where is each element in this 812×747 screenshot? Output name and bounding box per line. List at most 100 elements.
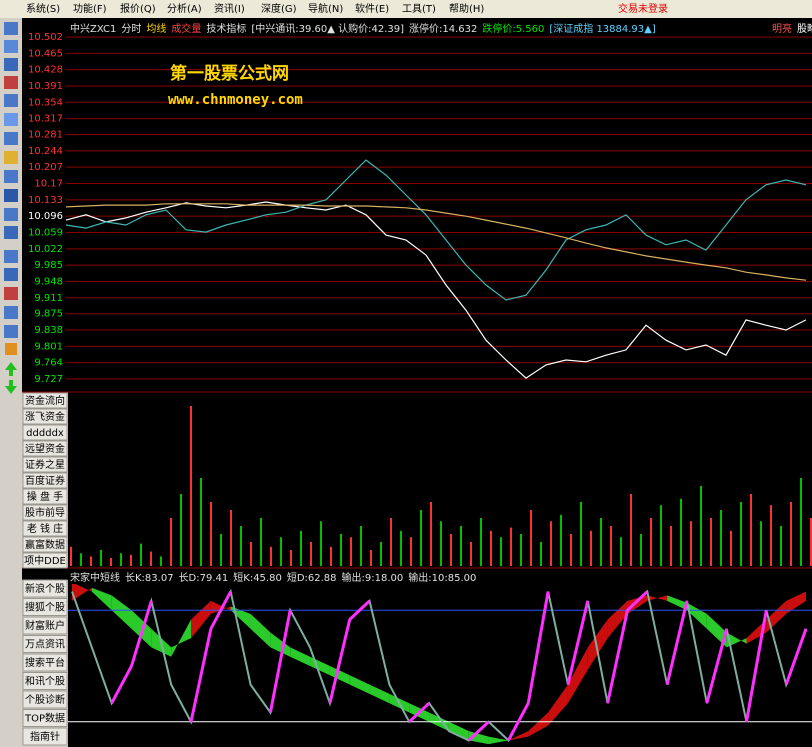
side-button-label[interactable]: 涨飞资金 — [25, 410, 65, 423]
side-button-label[interactable]: 操 盘 手 — [27, 490, 63, 503]
menu-item[interactable]: 工具(T) — [402, 3, 436, 15]
trend-band — [587, 619, 608, 670]
side-button-label[interactable]: 资金流向 — [25, 394, 65, 407]
side-button[interactable] — [22, 635, 68, 653]
trend-band — [349, 675, 370, 694]
menu-item[interactable]: 资讯(I) — [214, 3, 245, 15]
volume-bar — [610, 526, 612, 566]
menu-item[interactable]: 功能(F) — [73, 2, 107, 15]
volume-bar — [380, 542, 382, 566]
trade-status[interactable]: 交易未登录 — [618, 2, 668, 15]
side-button[interactable] — [22, 520, 68, 537]
menu-item[interactable]: 系统(S) — [26, 2, 60, 15]
volume-bar — [390, 518, 392, 566]
menu-item[interactable]: 软件(E) — [355, 2, 389, 15]
volume-bar — [110, 558, 112, 566]
short-rise — [507, 702, 530, 742]
short-rise — [189, 628, 213, 723]
side-button[interactable] — [22, 727, 68, 746]
indicator-header: 输出:10:85.00 — [408, 571, 476, 584]
trend-band — [111, 595, 132, 629]
volume-bar — [500, 537, 502, 566]
side-button-label[interactable]: 指南针 — [30, 730, 60, 743]
menu-item[interactable]: 深度(G) — [261, 2, 297, 15]
side-button[interactable] — [22, 598, 68, 616]
volume-bar — [670, 526, 672, 566]
side-button-label[interactable]: 股市前导 — [25, 506, 65, 519]
y-tick-label: 9.985 — [34, 260, 63, 271]
menu-item[interactable]: 分析(A) — [167, 2, 202, 15]
side-button[interactable] — [22, 392, 68, 409]
side-button-label[interactable]: 财富账户 — [25, 619, 65, 632]
side-button-label[interactable]: 新浪个股 — [25, 582, 65, 595]
volume-bar — [340, 534, 342, 566]
side-button[interactable] — [22, 424, 68, 441]
side-button[interactable] — [22, 456, 68, 473]
volume-bar — [130, 554, 132, 566]
side-button[interactable] — [22, 536, 68, 553]
volume-bar — [770, 505, 772, 566]
y-tick-label: 10.17 — [34, 179, 63, 190]
y-tick-label: 9.911 — [34, 293, 63, 304]
side-button[interactable] — [22, 672, 68, 690]
info-item: 中兴ZXC1 — [70, 22, 116, 35]
volume-bar — [480, 518, 482, 566]
volume-bar — [290, 550, 292, 566]
side-button-label[interactable]: 和讯个股 — [25, 676, 65, 688]
short-rise — [665, 600, 689, 685]
side-button[interactable] — [22, 579, 68, 598]
volume-bar — [730, 530, 732, 566]
side-button-label[interactable]: 远望资金 — [25, 442, 65, 455]
side-button-label[interactable]: 百度证券 — [25, 474, 65, 487]
right-label: 股略 — [797, 22, 812, 35]
watermark-url: www.chnmoney.com — [168, 92, 303, 108]
side-button-label[interactable]: dddddx — [26, 428, 64, 439]
y-tick-label: 9.764 — [34, 358, 63, 369]
y-tick-label: 9.801 — [34, 341, 63, 352]
side-button[interactable] — [22, 504, 68, 521]
menu-item[interactable]: 导航(N) — [308, 2, 343, 15]
side-button[interactable] — [22, 552, 68, 569]
trend-band — [250, 613, 271, 648]
volume-bar — [180, 494, 182, 566]
side-button-label[interactable]: 万点资讯 — [25, 639, 65, 651]
y-tick-label: 10.465 — [28, 48, 63, 59]
side-button-label[interactable]: 搜狐个股 — [25, 601, 65, 614]
short-rise — [745, 609, 768, 723]
trend-band — [548, 684, 568, 726]
side-button[interactable] — [22, 440, 68, 457]
side-button[interactable] — [22, 690, 68, 709]
indicator-header: 长D:79.41 — [179, 572, 229, 584]
trend-band — [329, 666, 350, 685]
side-button-label[interactable]: 证券之星 — [25, 458, 65, 471]
trend-band — [369, 684, 390, 704]
side-button[interactable] — [22, 488, 68, 505]
volume-bar — [650, 518, 652, 566]
side-button[interactable] — [22, 408, 68, 425]
trend-band — [706, 613, 727, 648]
info-item: [深证成指 13884.93▲] — [549, 22, 655, 35]
menu-item[interactable]: 报价(Q) — [120, 2, 156, 15]
volume-bar — [420, 510, 422, 566]
volume-bar — [570, 534, 572, 566]
y-tick-label: 9.727 — [34, 374, 63, 385]
side-button[interactable] — [22, 472, 68, 489]
side-button-label[interactable]: 老 钱 庄 — [27, 522, 63, 535]
side-button-label[interactable]: 项中DDE — [24, 554, 66, 567]
short-rise — [606, 609, 629, 704]
side-button[interactable] — [22, 709, 68, 727]
menu-item[interactable]: 帮助(H) — [449, 2, 484, 15]
trend-band — [686, 602, 707, 629]
side-button-label[interactable]: TOP数据 — [24, 712, 65, 725]
volume-bar — [630, 494, 632, 566]
side-button-label[interactable]: 搜索平台 — [25, 656, 65, 669]
watermark-title: 第一股票公式网 — [170, 63, 289, 84]
side-button-label[interactable]: 个股诊断 — [25, 693, 65, 706]
volume-bar — [530, 510, 532, 566]
side-button[interactable] — [22, 653, 68, 672]
volume-bar — [150, 551, 152, 566]
side-button[interactable] — [22, 616, 68, 635]
side-button-label[interactable]: 赢富数据 — [25, 538, 65, 551]
volume-bar — [310, 542, 312, 566]
